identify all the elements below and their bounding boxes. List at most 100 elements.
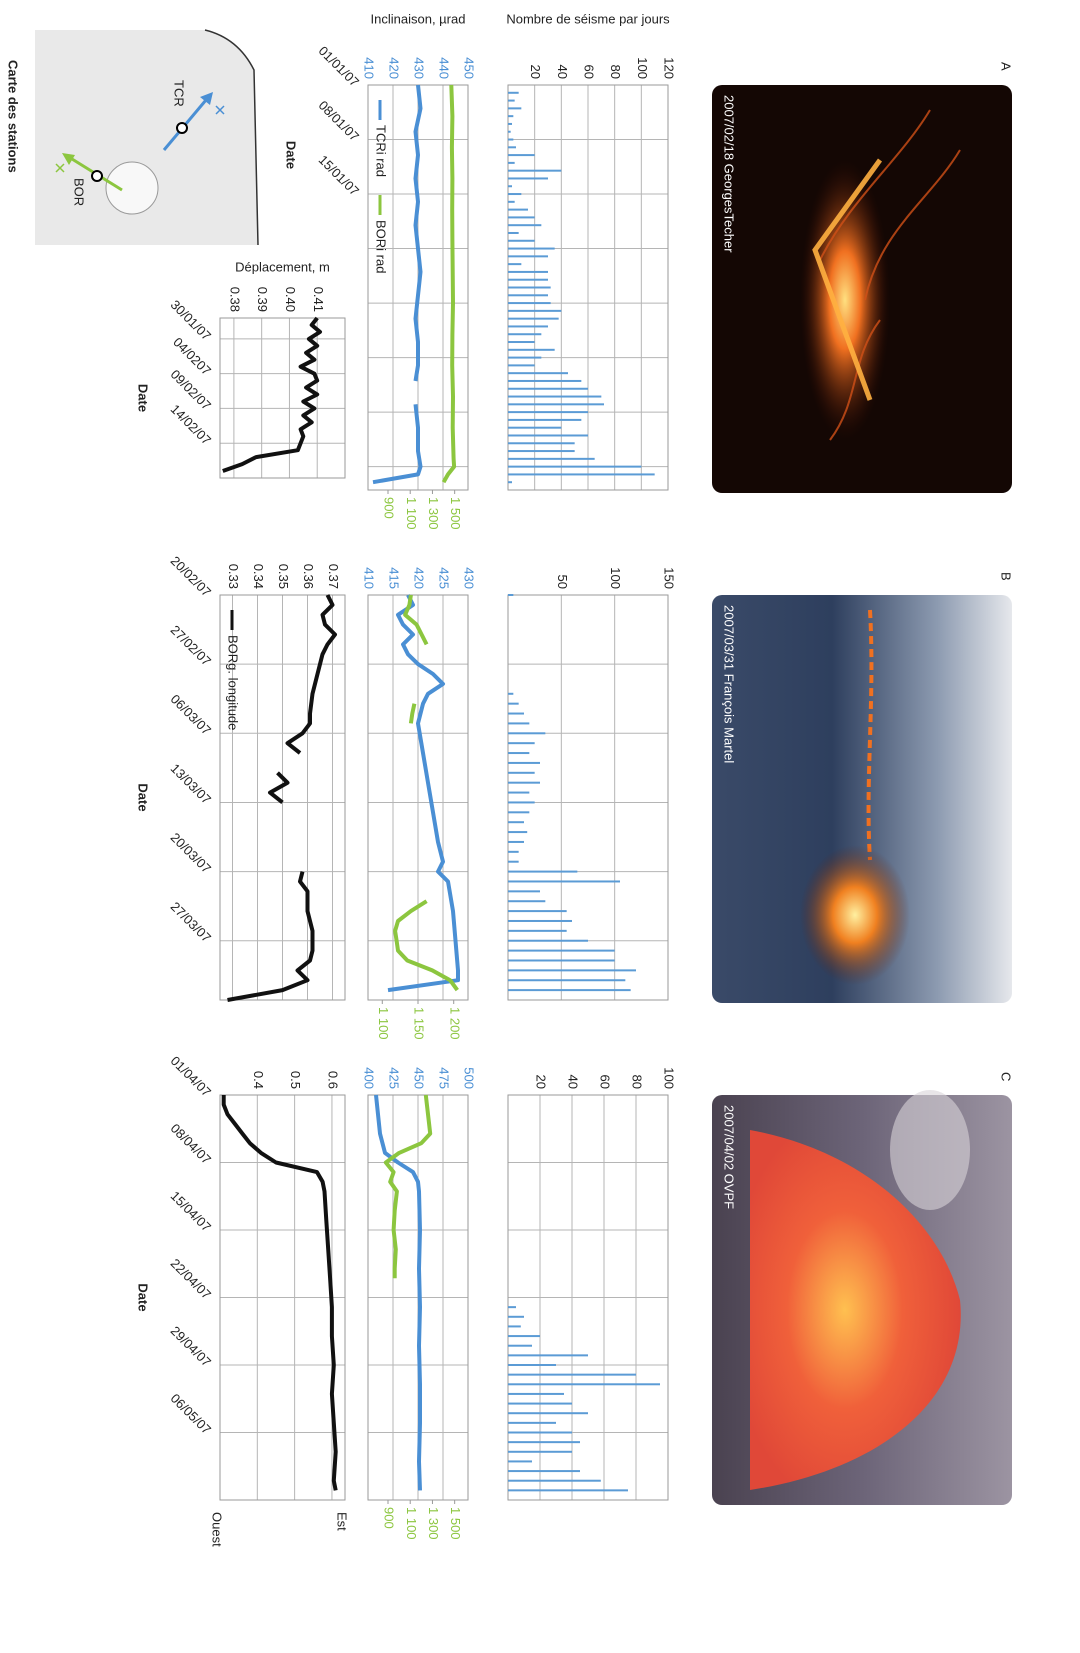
y-tick-label: 0.6 <box>326 1071 341 1089</box>
bar <box>507 692 514 695</box>
y-tick-label: 40 <box>555 65 570 79</box>
bar <box>507 224 542 227</box>
bar <box>508 395 602 398</box>
bar <box>508 1392 564 1395</box>
bar <box>508 910 567 913</box>
data-line <box>393 594 459 992</box>
bar <box>508 216 535 219</box>
bar <box>508 1489 628 1492</box>
y-axis-title: Inclinaison, µrad <box>371 11 466 26</box>
data-line <box>227 594 337 1002</box>
bar <box>507 193 522 196</box>
y2-tick-label: 1 200 <box>447 1007 462 1040</box>
bar <box>508 1421 556 1424</box>
bar <box>507 989 631 992</box>
bar <box>507 356 542 359</box>
bar <box>508 185 512 188</box>
bar <box>508 821 524 824</box>
y2-tick-label: 1 150 <box>412 1007 427 1040</box>
x-tick-label: 06/03/07 <box>168 691 214 737</box>
bar <box>508 771 535 774</box>
y-tick-label: 100 <box>662 1067 677 1089</box>
plot-frame <box>507 1094 669 1501</box>
bar <box>507 722 530 725</box>
y-tick-label: 80 <box>608 65 623 79</box>
bar <box>508 317 559 320</box>
y-tick-label: 0.40 <box>283 287 298 312</box>
plot-frame <box>367 594 469 1001</box>
legend-label: BORg. longitude <box>226 635 241 730</box>
y2-tick-label: 1 100 <box>404 497 419 530</box>
panel-label: A <box>999 62 1014 71</box>
bar <box>508 761 540 764</box>
y-tick-label: 80 <box>630 1075 645 1089</box>
bar <box>508 831 528 834</box>
y-tick-label: 100 <box>635 57 650 79</box>
bar <box>508 1354 588 1357</box>
bar <box>508 130 511 133</box>
x-tick-label: 01/01/07 <box>316 43 362 89</box>
photo <box>712 85 1012 493</box>
x-tick-label: 29/04/07 <box>168 1323 214 1369</box>
bar <box>508 1315 524 1318</box>
bar <box>507 450 575 453</box>
bar <box>508 286 551 289</box>
bar <box>508 403 604 406</box>
x-axis-title: Date <box>284 141 299 169</box>
x-tick-label: 08/04/07 <box>168 1121 214 1167</box>
y-tick-label: 415 <box>387 567 402 589</box>
y-tick-label: 410 <box>362 57 377 79</box>
y-tick-label: 450 <box>462 57 477 79</box>
y-tick-label: 420 <box>387 57 402 79</box>
bar <box>507 791 530 794</box>
x-tick-label: 13/03/07 <box>168 761 214 807</box>
bar <box>507 115 514 118</box>
y-tick-label: 0.5 <box>288 1071 303 1089</box>
y-tick-label: 420 <box>412 567 427 589</box>
y-tick-label: 50 <box>555 575 570 589</box>
photo <box>712 1090 1012 1505</box>
bar <box>507 309 562 312</box>
plot-frame <box>219 1094 346 1501</box>
y-tick-label: 0.41 <box>311 287 326 312</box>
bar <box>508 880 620 883</box>
bar <box>508 411 588 414</box>
x-axis-title: Date <box>136 384 151 412</box>
bar <box>507 594 514 596</box>
bar <box>508 481 512 484</box>
data-line <box>374 1094 422 1491</box>
bar <box>507 811 530 814</box>
legend-label: TCRi rad <box>374 125 389 177</box>
bar <box>507 732 546 735</box>
bar <box>508 1431 572 1434</box>
x-tick-label: 15/01/07 <box>316 152 362 198</box>
y-tick-label: 400 <box>362 1067 377 1089</box>
bar <box>508 919 572 922</box>
x-axis-title: Date <box>136 1283 151 1311</box>
y-tick-label: 0.35 <box>276 564 291 589</box>
y2-tick-label: 900 <box>382 1507 397 1529</box>
x-tick-label: 15/04/07 <box>168 1188 214 1234</box>
bar <box>508 1450 572 1453</box>
bar <box>508 208 528 211</box>
bar <box>508 302 551 305</box>
bar <box>508 1373 636 1376</box>
y2-tick-label: 1 500 <box>448 1507 463 1540</box>
bar <box>507 457 595 460</box>
station-label: TCR <box>172 80 187 107</box>
bar <box>508 929 567 932</box>
bar <box>508 840 524 843</box>
bar <box>508 294 548 297</box>
x-axis-title: Date <box>136 783 151 811</box>
bar <box>508 154 535 157</box>
x-tick-label: 20/02/07 <box>168 553 214 599</box>
bar <box>508 712 524 715</box>
bar <box>508 1402 572 1405</box>
bar <box>508 122 512 125</box>
bar <box>508 1335 540 1338</box>
bar <box>508 1364 556 1366</box>
bar <box>508 742 535 745</box>
y-tick-label: 500 <box>462 1067 477 1089</box>
y2-tick-label: 1 300 <box>426 497 441 530</box>
y-tick-label: 0.37 <box>326 564 341 589</box>
